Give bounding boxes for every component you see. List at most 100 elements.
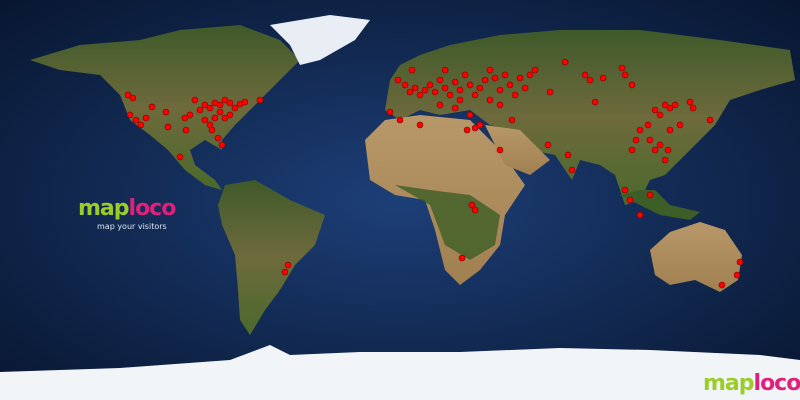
visitor-marker <box>196 106 204 114</box>
visitor-marker <box>142 114 150 122</box>
visitor-marker <box>618 64 626 72</box>
visitor-marker <box>451 78 459 86</box>
visitor-marker <box>486 66 494 74</box>
visitor-marker <box>401 81 409 89</box>
visitor-marker <box>476 84 484 92</box>
visitor-marker <box>651 106 659 114</box>
arabia <box>485 125 550 175</box>
continent-eurasia <box>385 30 795 205</box>
visitor-marker <box>476 121 484 129</box>
visitor-marker <box>284 261 292 269</box>
visitor-marker <box>137 121 145 129</box>
visitor-marker <box>561 58 569 66</box>
visitor-marker <box>221 96 229 104</box>
visitor-marker <box>461 71 469 79</box>
visitor-marker <box>546 88 554 96</box>
visitor-marker <box>214 134 222 142</box>
visitor-marker <box>516 74 524 82</box>
visitor-marker <box>491 74 499 82</box>
visitor-marker <box>496 101 504 109</box>
visitor-marker <box>468 201 476 209</box>
visitor-marker <box>421 86 429 94</box>
visitor-marker <box>591 98 599 106</box>
visitor-marker <box>181 114 189 122</box>
visitor-marker <box>526 71 534 79</box>
visitor-marker <box>176 153 184 161</box>
visitor-marker <box>386 108 394 116</box>
visitor-marker <box>426 81 434 89</box>
visitor-marker <box>451 104 459 112</box>
visitor-marker <box>661 156 669 164</box>
visitor-marker <box>599 74 607 82</box>
visitor-marker <box>733 271 741 279</box>
visitor-marker <box>126 111 134 119</box>
visitor-marker <box>636 126 644 134</box>
visitor-marker <box>636 211 644 219</box>
logo-text-map: map <box>78 196 130 221</box>
visitor-marker <box>689 104 697 112</box>
visitor-marker <box>628 146 636 154</box>
visitor-marker <box>132 116 140 124</box>
visitor-marker <box>124 91 132 99</box>
visitor-marker <box>441 66 449 74</box>
visitor-marker <box>226 111 234 119</box>
visitor-marker <box>129 94 137 102</box>
logo-text-loco: loco <box>128 196 177 221</box>
visitor-marker <box>408 66 416 74</box>
logo-tagline: map your visitors <box>97 222 167 231</box>
visitor-marker <box>471 206 479 214</box>
visitor-marker <box>506 81 514 89</box>
visitor-marker <box>456 86 464 94</box>
visitor-marker <box>221 114 229 122</box>
visitor-marker <box>201 116 209 124</box>
visitor-marker <box>511 91 519 99</box>
visitor-marker <box>201 101 209 109</box>
visitor-marker <box>544 141 552 149</box>
visitor-marker <box>148 103 156 111</box>
visitor-marker <box>646 136 654 144</box>
visitor-marker <box>416 91 424 99</box>
visitor-marker <box>396 116 404 124</box>
corner-logo-text-loco: loco <box>753 371 800 396</box>
visitor-marker <box>436 76 444 84</box>
visitor-marker <box>686 98 694 106</box>
visitor-marker <box>656 141 664 149</box>
visitor-marker <box>466 111 474 119</box>
antarctica <box>0 345 800 400</box>
visitor-marker <box>481 76 489 84</box>
continent-australia <box>650 222 742 292</box>
visitor-marker <box>441 84 449 92</box>
visitor-marker <box>656 111 664 119</box>
visitor-marker <box>568 166 576 174</box>
visitor-marker <box>211 114 219 122</box>
visitor-marker <box>666 104 674 112</box>
visitor-marker <box>628 81 636 89</box>
visitor-marker <box>666 126 674 134</box>
visitor-marker <box>521 84 529 92</box>
corner-logo-text-map: map <box>703 371 755 396</box>
visitor-marker <box>411 84 419 92</box>
visitor-marker <box>626 196 634 204</box>
visitor-marker <box>621 186 629 194</box>
visitor-marker <box>586 76 594 84</box>
visitor-marker <box>661 101 669 109</box>
visitor-marker <box>664 146 672 154</box>
visitor-marker <box>458 254 466 262</box>
visitor-marker <box>508 116 516 124</box>
visitor-marker <box>231 104 239 112</box>
continent-south-america <box>218 180 325 335</box>
visitor-marker <box>226 99 234 107</box>
visitor-marker <box>208 126 216 134</box>
visitor-marker <box>706 116 714 124</box>
visitor-marker <box>632 136 640 144</box>
visitor-marker <box>241 98 249 106</box>
visitor-marker <box>501 71 509 79</box>
maploco-corner-logo[interactable]: maploco <box>703 371 800 396</box>
visitor-marker <box>431 88 439 96</box>
visitor-marker <box>718 281 726 289</box>
visitor-marker <box>191 96 199 104</box>
visitor-marker <box>162 108 170 116</box>
visitor-marker <box>182 126 190 134</box>
visitor-marker <box>281 268 289 276</box>
